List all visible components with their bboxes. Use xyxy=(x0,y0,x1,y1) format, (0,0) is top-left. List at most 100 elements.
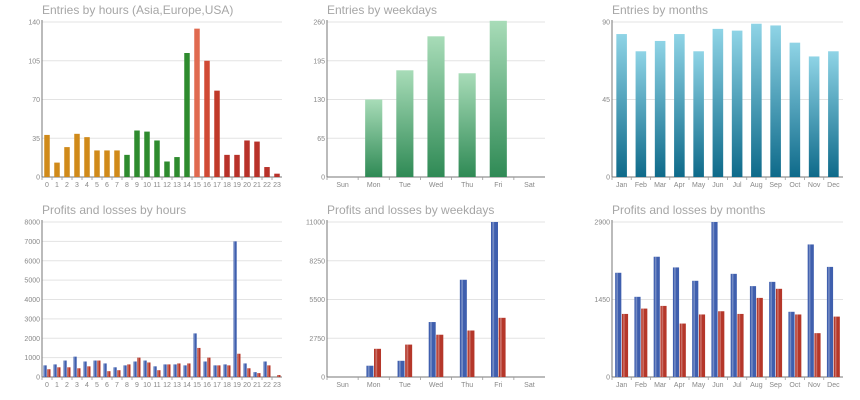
bar-highlight xyxy=(796,314,798,377)
x-tick-label: 3 xyxy=(75,182,79,189)
y-tick-label: 5000 xyxy=(24,278,40,285)
bar-highlight xyxy=(97,360,99,377)
y-tick-label: 45 xyxy=(602,97,610,104)
bar-highlight xyxy=(207,357,209,377)
bar-highlight xyxy=(680,323,683,377)
x-tick-label: Jun xyxy=(712,382,723,389)
bar xyxy=(94,150,100,177)
y-tick-label: 0 xyxy=(36,175,40,182)
bar-highlight xyxy=(224,364,225,377)
bar xyxy=(489,20,507,177)
bar-highlight xyxy=(616,272,618,377)
x-tick-label: 3 xyxy=(75,382,79,389)
y-tick-label: 0 xyxy=(36,375,40,382)
x-tick-label: 2 xyxy=(65,182,69,189)
x-tick-label: 10 xyxy=(143,382,151,389)
x-tick-label: Jan xyxy=(616,182,627,189)
bar xyxy=(467,330,475,377)
x-tick-label: Sat xyxy=(524,182,535,189)
x-tick-label: 8 xyxy=(125,382,129,389)
x-tick-label: Sep xyxy=(769,382,782,389)
chart-title: Entries by hours (Asia,Europe,USA) xyxy=(42,3,234,17)
y-tick-label: 140 xyxy=(28,20,40,27)
bar xyxy=(167,364,171,377)
x-tick-label: 15 xyxy=(193,182,201,189)
bar xyxy=(87,366,91,377)
bar-highlight xyxy=(54,364,55,377)
bar xyxy=(498,317,506,377)
bar-highlight xyxy=(642,308,644,377)
bar xyxy=(769,281,776,377)
bar xyxy=(826,266,834,377)
bar xyxy=(615,272,622,377)
profits-losses-by-months-plot: 0 1450 2900 Jan Feb Mar Apr May Jun Jul Aug Sep Oct N… xyxy=(594,220,843,389)
bar xyxy=(654,40,666,177)
bar-highlight xyxy=(47,369,49,377)
chart-title: Profits and losses by hours xyxy=(42,203,187,217)
bar-highlight xyxy=(751,286,753,377)
bar xyxy=(63,360,67,377)
bar xyxy=(123,365,127,377)
y-tick-label: 0 xyxy=(321,175,325,182)
bar xyxy=(97,360,101,377)
bar xyxy=(366,365,374,377)
bar xyxy=(711,222,718,377)
bar xyxy=(244,140,250,177)
y-tick-label: 90 xyxy=(602,20,610,27)
x-tick-label: Fri xyxy=(494,182,503,189)
x-tick-label: 2 xyxy=(65,382,69,389)
bar xyxy=(64,147,70,177)
bar xyxy=(672,267,680,377)
bar xyxy=(653,256,660,377)
bar xyxy=(144,131,150,177)
bar-highlight xyxy=(789,311,792,377)
y-tick-label: 35 xyxy=(32,136,40,143)
bar xyxy=(427,36,445,177)
x-tick-label: Tue xyxy=(399,182,411,189)
x-tick-label: 23 xyxy=(273,182,281,189)
y-tick-label: 7000 xyxy=(24,239,40,246)
bar xyxy=(177,363,181,377)
bar xyxy=(789,42,801,177)
x-tick-label: 6 xyxy=(105,382,109,389)
chart-title: Profits and losses by weekdays xyxy=(327,203,495,217)
bar xyxy=(397,360,405,377)
bar xyxy=(770,25,781,178)
bar xyxy=(635,51,647,177)
bar xyxy=(137,357,141,377)
bar xyxy=(264,167,270,177)
y-tick-label: 6000 xyxy=(24,258,40,265)
x-tick-label: Mon xyxy=(367,182,381,189)
y-tick-label: 8250 xyxy=(309,258,325,265)
bar xyxy=(154,140,160,177)
x-tick-label: 0 xyxy=(45,382,49,389)
bar xyxy=(107,371,111,377)
bar xyxy=(43,365,47,377)
bar-highlight xyxy=(94,360,95,377)
x-tick-label: 16 xyxy=(203,382,211,389)
bar xyxy=(217,365,221,377)
bar xyxy=(173,364,177,377)
bar xyxy=(267,365,271,377)
bar xyxy=(828,51,839,177)
y-tick-label: 105 xyxy=(28,58,40,65)
bar-highlight xyxy=(227,365,229,377)
x-tick-label: 14 xyxy=(183,182,191,189)
x-tick-label: 13 xyxy=(173,182,181,189)
x-tick-label: Feb xyxy=(635,382,647,389)
bar-highlight xyxy=(257,373,259,377)
y-tick-label: 1450 xyxy=(594,297,610,304)
x-tick-label: 0 xyxy=(45,182,49,189)
bar xyxy=(698,314,706,377)
bar-highlight xyxy=(277,375,279,377)
x-tick-label: Sun xyxy=(336,382,349,389)
bar xyxy=(674,34,685,177)
bar xyxy=(274,173,280,177)
y-tick-label: 195 xyxy=(313,58,325,65)
bar-highlight xyxy=(217,365,219,377)
bar xyxy=(730,273,737,377)
bar-highlight xyxy=(770,281,772,377)
bar xyxy=(214,90,220,177)
bar xyxy=(153,366,157,377)
